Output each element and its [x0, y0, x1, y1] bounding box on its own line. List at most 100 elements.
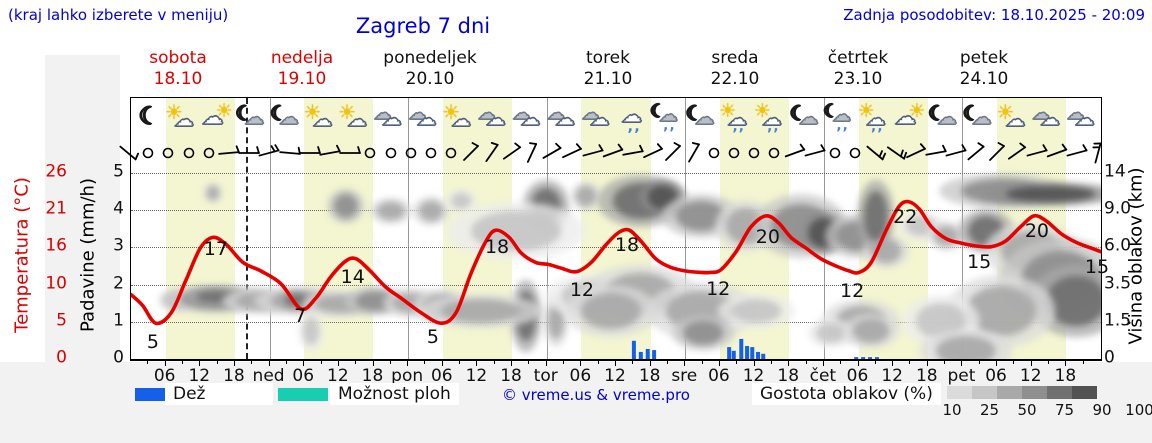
x-tick [181, 359, 183, 364]
cloud-icon: ☁ [546, 103, 565, 124]
day-header-name: ponedeljek [383, 48, 477, 68]
weather-icon-sun-cloud: ☀ ☁ [338, 102, 374, 134]
chart-canvas [131, 173, 1101, 359]
x-tick [164, 359, 166, 366]
weather-icon-cloud-sun: ☀ ☁ [200, 102, 236, 134]
weather-icon-sun-cloud: ☀ ☁ [996, 102, 1032, 134]
cloud-height-tick-label: 0 [1104, 347, 1115, 368]
x-tick [476, 359, 478, 366]
x-tick [493, 359, 495, 364]
wind-calm-icon [440, 142, 462, 168]
wind-calm-icon [420, 142, 442, 168]
x-tick-label: 06 [569, 366, 592, 386]
cloud-icon: ☁ [512, 103, 531, 124]
x-tick-label: 12 [742, 366, 765, 386]
weather-icon-sun-cloud: ☀ ☁ [442, 102, 478, 134]
x-tick-label: 06 [985, 366, 1007, 386]
day-header-name: četrtek [827, 48, 889, 68]
gridline [131, 247, 1101, 249]
cloud-icon: ☁ [485, 106, 506, 130]
cloud-icon: ☁ [373, 103, 392, 124]
precipitation-axis-label: Padavine (mm/h) [77, 178, 99, 332]
day-header-name: sreda [711, 48, 759, 68]
density-value: 75 [1054, 401, 1075, 419]
moon-icon: ☾ [269, 101, 288, 125]
x-tick [528, 359, 530, 364]
x-tick-label: ned [252, 366, 285, 386]
x-tick-label: tor [533, 366, 558, 386]
day-header-date: 18.10 [153, 69, 203, 89]
weather-icon-moon: ☾ [130, 102, 166, 134]
copyright-link[interactable]: © vreme.us & vreme.pro [502, 386, 690, 404]
wind-barb-icon [784, 142, 806, 168]
x-tick [805, 359, 807, 364]
cloud-icon: ☁ [347, 107, 368, 131]
x-tick [407, 359, 409, 366]
density-value: 100 [1125, 401, 1152, 419]
x-tick [268, 359, 270, 366]
left-axis-panel [45, 55, 120, 362]
weather-icon-moon-cloud-rain: ☾ ☁ ‚‚ [822, 102, 859, 134]
x-tick-label: 18 [500, 366, 522, 386]
chart-frame: ☾ ☀ ☁ ☀ ☁ ☾ ☁ ☾ ☁ ☀ ☁ ☀ ☁ ☁ ☁ ☁ ☁ ☀ ☁ ☁ ☁ ☁ ☁ ☁ ☁ ☁ ☁ ☁ ‚‚ ☾ ☁ ‚‚ ☾ ☁ ☀ ☁ ‚‚… [119, 97, 1109, 361]
temp-value-label: 12 [569, 279, 595, 301]
density-value: 10 [942, 401, 962, 419]
wind-barb-icon [238, 142, 260, 168]
x-tick [459, 359, 461, 364]
precip-tick-label: 3 [113, 235, 124, 256]
day-header-date: 19.10 [277, 69, 327, 89]
wind-barb-icon [945, 142, 967, 168]
sun-icon: ☀ [996, 100, 1015, 124]
cloud-icon: ☁ [727, 106, 748, 130]
cloud-icon: ☁ [581, 103, 600, 124]
x-tick [788, 359, 790, 366]
x-tick [1013, 359, 1015, 364]
wind-barb-icon [925, 142, 947, 168]
weather-icon-sun-cloud-rain: ☀ ☁ ‚‚ [719, 102, 755, 135]
cloud-icon: ☁ [936, 105, 958, 129]
temp-value-label: 14 [340, 266, 365, 288]
temp-value-label: 12 [706, 278, 731, 300]
cloud-icon: ☁ [694, 105, 715, 129]
temp-value-label: 18 [484, 236, 510, 258]
moon-icon: ☾ [789, 101, 808, 125]
x-tick [615, 359, 616, 366]
weather-icon-sun-cloud: ☀ ☁ [165, 102, 201, 134]
x-tick [840, 359, 842, 364]
cloud-icon: ☁ [1066, 103, 1085, 124]
cloud-height-tick-label: 3.5 [1104, 273, 1132, 294]
rain-legend-label: Dež [165, 383, 273, 405]
wind-calm-icon [844, 142, 866, 168]
day-header-date: 21.10 [583, 69, 633, 89]
temp-value-label: 20 [755, 226, 780, 248]
weather-icon-clouds: ☁ ☁ [477, 102, 513, 134]
sun-icon: ☀ [303, 100, 322, 124]
moon-icon: ☾ [685, 101, 704, 125]
x-tick [926, 359, 928, 366]
wind-calm-icon [198, 142, 220, 168]
wind-barb-icon [804, 142, 826, 168]
weather-icon-moon-cloud: ☾ ☁ [962, 102, 998, 134]
cloud-icon: ☁ [381, 106, 402, 130]
moon-icon: ☾ [962, 101, 981, 125]
cloud-icon: ☁ [450, 107, 472, 131]
x-tick [632, 359, 634, 364]
x-tick [337, 359, 339, 366]
precip-tick-label: 2 [113, 273, 124, 294]
density-swatch [1022, 386, 1047, 399]
x-tick [147, 359, 149, 364]
day-header-date: 23.10 [833, 69, 883, 89]
moon-icon: ☾ [649, 101, 667, 122]
weather-icon-cloud-sun: ☀ ☁ [892, 102, 928, 134]
weather-icon-sun-cloud: ☀ ☁ [304, 102, 340, 134]
wind-barb-icon [481, 141, 503, 168]
cloud-height-tick-label: 6.0 [1104, 235, 1132, 256]
rain-drops-icon: ‚‚ [627, 117, 641, 135]
cloud-icon: ☁ [1039, 106, 1060, 130]
wind-barb-icon [117, 142, 139, 168]
temp-tick-label: 10 [45, 273, 67, 294]
temp-tick-label: 0 [56, 347, 67, 368]
moon-icon: ☾ [927, 101, 946, 125]
density-swatch [1072, 386, 1097, 399]
wind-barb-icon [683, 142, 705, 168]
